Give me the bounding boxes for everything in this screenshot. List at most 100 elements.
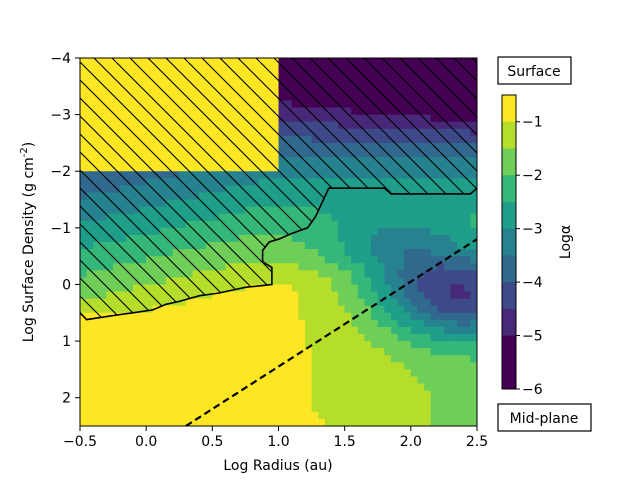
contour-cell [377,411,385,420]
contour-cell [225,298,233,307]
contour-cell [146,390,154,399]
contour-cell [278,334,286,342]
contour-cell [172,383,180,392]
contour-cell [331,376,339,385]
contour-cell [146,376,154,385]
contour-cell [470,263,477,271]
contour-cell [357,334,366,342]
contour-cell [437,355,445,363]
contour-cell [410,305,419,314]
contour-cell [357,270,366,278]
contour-cell [205,312,213,321]
contour-cell [132,397,141,406]
contour-cell [318,263,326,271]
contour-cell [397,220,405,229]
contour-cell [338,362,346,370]
contour-cell [357,263,366,271]
contour-cell [179,404,187,413]
contour-cell [212,369,220,378]
contour-cell [245,397,253,406]
contour-cell [225,418,233,426]
contour-cell [298,284,306,293]
contour-cell [265,284,273,293]
contour-cell [450,383,458,392]
contour-cell [238,348,247,356]
contour-cell [318,334,326,342]
contour-cell [113,397,121,406]
contour-cell [470,249,477,257]
contour-cell [93,418,101,426]
contour-cell [271,341,280,349]
contour-cell [159,383,167,392]
contour-cell [338,326,346,335]
contour-cell [225,355,233,363]
contour-cell [351,277,359,286]
contour-cell [278,383,286,392]
contour-cell [132,341,141,349]
contour-cell [271,319,280,328]
contour-cell [304,383,313,392]
contour-cell [80,397,88,406]
contour-cell [252,284,260,293]
contour-cell [199,341,207,349]
contour-cell [166,383,174,392]
contour-cell [357,390,366,399]
contour-cell [443,242,452,250]
contour-cell [106,418,114,426]
contour-cell [371,355,379,363]
contour-cell [430,383,438,392]
contour-cell [437,383,445,392]
contour-cell [371,192,379,201]
contour-cell [245,362,253,370]
contour-cell [443,411,452,420]
contour-cell [470,397,477,406]
contour-cell [450,213,458,222]
contour-cell [424,234,432,243]
contour-cell [430,291,438,300]
contour-cell [331,206,339,215]
contour-cell [430,263,438,271]
contour-cell [384,249,392,257]
contour-cell [271,348,280,356]
contour-cell [311,326,319,335]
contour-cell [331,383,339,392]
contour-cell [410,319,419,328]
contour-cell [384,263,392,271]
contour-cell [384,242,392,250]
contour-cell [351,284,359,293]
contour-cell [324,284,333,293]
contour-cell [318,291,326,300]
contour-cell [384,418,392,426]
contour-cell [371,418,379,426]
contour-cell [384,397,392,406]
contour-cell [258,312,266,321]
contour-cell [146,362,154,370]
contour-cell [364,319,372,328]
contour-cell [119,418,127,426]
contour-cell [463,249,471,257]
contour-cell [410,227,419,236]
contour-cell [265,376,273,385]
contour-cell [457,404,465,413]
contour-cell [99,390,108,399]
contour-cell [443,199,452,208]
contour-cell [166,390,174,399]
contour-cell [304,227,313,236]
contour-cell [192,404,200,413]
contour-cell [278,291,286,300]
contour-cell [371,291,379,300]
contour-cell [397,376,405,385]
contour-cell [357,355,366,363]
contour-cell [437,270,445,278]
contour-cell [291,234,299,243]
y-tick-label: 2 [62,391,71,407]
contour-cell [166,397,174,406]
contour-cell [338,192,346,201]
contour-cell [291,369,299,378]
contour-cell [291,404,299,413]
contour-cell [285,390,293,399]
contour-cell [139,334,147,342]
contour-cell [324,270,333,278]
contour-cell [80,341,88,349]
contour-cell [371,411,379,420]
